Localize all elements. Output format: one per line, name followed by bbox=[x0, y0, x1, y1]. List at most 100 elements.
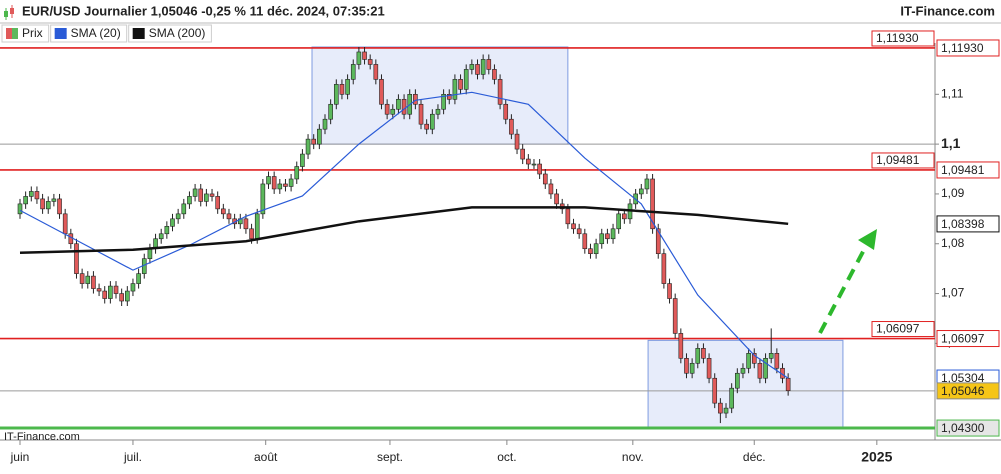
candle-body bbox=[74, 243, 79, 274]
candle-body bbox=[23, 196, 28, 205]
candle-body bbox=[667, 283, 672, 299]
level-label-box bbox=[936, 161, 1000, 179]
candle-body bbox=[311, 138, 317, 145]
candle-body bbox=[424, 123, 429, 130]
level-label: 1,04300 bbox=[941, 421, 985, 435]
moving-average bbox=[19, 91, 789, 379]
candle-body bbox=[441, 94, 446, 110]
candle-body bbox=[379, 79, 384, 105]
level-label-box-plot bbox=[871, 152, 935, 169]
candle-body bbox=[40, 198, 45, 210]
candle-body bbox=[294, 166, 300, 180]
candle-body bbox=[28, 191, 34, 197]
candle-body bbox=[622, 213, 627, 220]
candle-body bbox=[520, 148, 525, 160]
candle-body bbox=[723, 407, 729, 414]
candle-body bbox=[542, 173, 548, 185]
candle-body bbox=[277, 183, 283, 190]
ma-label: 1,08398 bbox=[941, 217, 985, 231]
candle-body bbox=[503, 103, 509, 120]
candle-body bbox=[108, 285, 113, 299]
y-tick-label: 1,08 bbox=[941, 236, 965, 250]
legend-item bbox=[50, 24, 128, 43]
candle-body bbox=[79, 273, 85, 284]
price-label-box bbox=[936, 382, 1000, 400]
arrow-annotation bbox=[818, 229, 877, 334]
candle-body bbox=[204, 193, 209, 202]
x-tick-label: oct. bbox=[497, 450, 516, 464]
highlight-zone bbox=[647, 339, 844, 429]
legend: Prix SMA (20) SMA (200) bbox=[1, 24, 212, 43]
candle-body bbox=[492, 69, 497, 80]
candle-body bbox=[51, 198, 57, 202]
logo bbox=[4, 5, 14, 20]
candle-body bbox=[548, 183, 554, 195]
candle-body bbox=[356, 51, 362, 65]
candle-body bbox=[435, 108, 441, 115]
x-tick-label: nov. bbox=[622, 450, 644, 464]
candle-body bbox=[322, 118, 328, 130]
candle-body bbox=[650, 178, 655, 230]
level-label: 1,06097 bbox=[941, 332, 985, 346]
legend-swatch bbox=[6, 28, 12, 39]
y-tick-label: 1,1 bbox=[941, 135, 961, 151]
candle-body bbox=[170, 218, 175, 227]
legend-label: SMA (200) bbox=[149, 26, 206, 40]
candle-body bbox=[384, 103, 390, 115]
y-tick-label: 1,09 bbox=[941, 186, 965, 200]
candle-body bbox=[610, 228, 616, 240]
candle-body bbox=[576, 228, 582, 235]
candle-body bbox=[226, 213, 232, 220]
candle-body bbox=[136, 273, 141, 284]
candle-body bbox=[34, 191, 40, 200]
y-tick-label: 1,11 bbox=[941, 86, 964, 100]
level-label-plot: 1,06097 bbox=[876, 322, 920, 336]
candle-body bbox=[718, 402, 723, 414]
candle-body bbox=[475, 64, 480, 75]
x-tick-label: sept. bbox=[377, 450, 403, 464]
candle-body bbox=[147, 248, 153, 259]
candle-body bbox=[774, 353, 780, 369]
candle-body bbox=[362, 51, 367, 60]
level-label: 1,11930 bbox=[941, 41, 984, 55]
candle-body bbox=[68, 233, 74, 245]
legend-swatch bbox=[132, 28, 145, 39]
level-label-box bbox=[936, 419, 1000, 437]
watermark: IT-Finance.com bbox=[4, 431, 80, 443]
candle-body bbox=[373, 64, 379, 80]
candle-body bbox=[187, 196, 192, 205]
candle-body bbox=[497, 79, 503, 105]
candle-body bbox=[119, 293, 124, 302]
candle-body bbox=[785, 377, 791, 391]
level-label-plot: 1,11930 bbox=[876, 31, 919, 45]
candle-body bbox=[85, 275, 91, 284]
x-tick-label: août bbox=[254, 450, 278, 464]
level-label-box-plot bbox=[871, 321, 935, 338]
candle-body bbox=[768, 353, 774, 359]
candle-body bbox=[17, 203, 23, 215]
candle-body bbox=[514, 133, 520, 150]
candle-body bbox=[367, 59, 373, 65]
candle-body bbox=[486, 59, 492, 70]
level-label: 1,09481 bbox=[941, 163, 985, 177]
candle-body bbox=[288, 178, 294, 187]
candle-body bbox=[249, 228, 254, 240]
candle-body bbox=[130, 283, 136, 292]
candle-body bbox=[401, 98, 407, 115]
candle-body bbox=[565, 208, 571, 225]
candle-body bbox=[164, 226, 170, 235]
candle-body bbox=[446, 94, 452, 100]
level-label-plot: 1,09481 bbox=[876, 153, 920, 167]
level-label-box bbox=[936, 330, 1000, 348]
x-tick-label: déc. bbox=[743, 450, 766, 464]
candle-body bbox=[661, 253, 667, 284]
candle-body bbox=[181, 203, 187, 215]
y-tick-label: 1,07 bbox=[941, 286, 965, 300]
candle-body bbox=[260, 183, 266, 215]
candle-body bbox=[655, 228, 661, 255]
moving-average bbox=[19, 206, 789, 254]
candle-body bbox=[689, 362, 695, 374]
candle-body bbox=[305, 138, 311, 155]
candle-body bbox=[91, 275, 96, 289]
candle-body bbox=[588, 248, 593, 255]
